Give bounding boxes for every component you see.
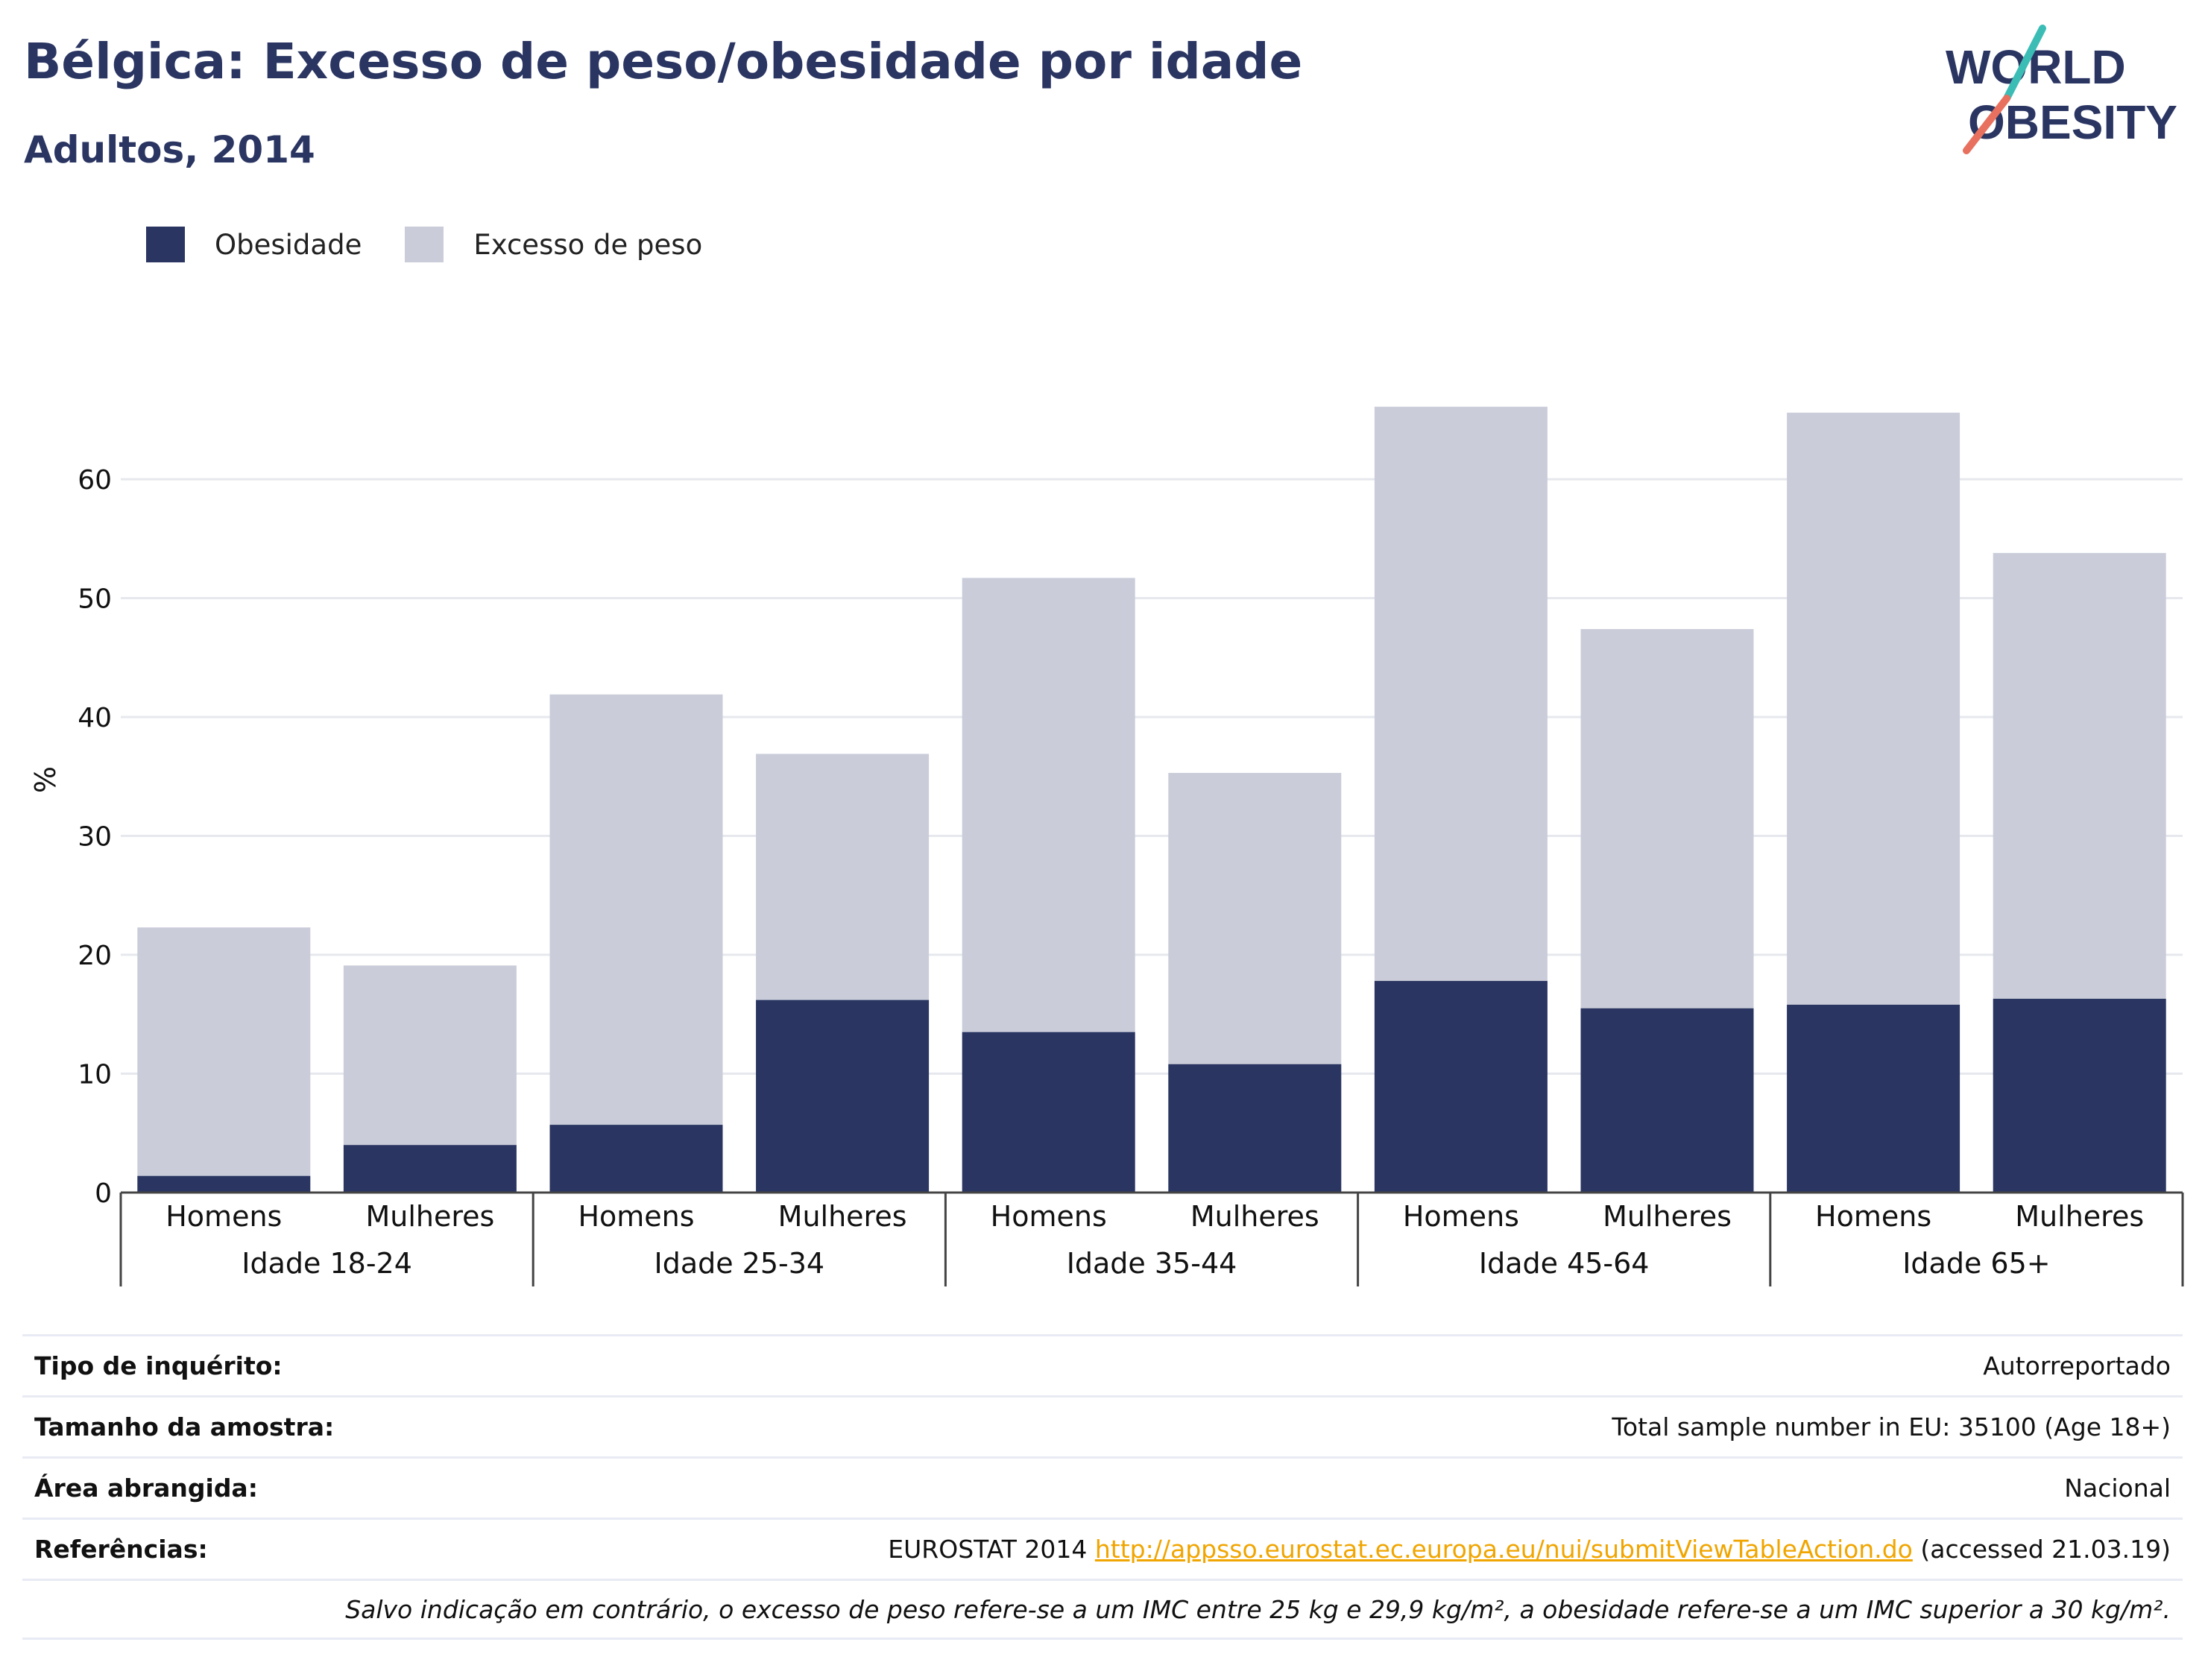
bar-obesity: [962, 1032, 1135, 1193]
y-tick-label: 50: [78, 584, 112, 615]
x-tick-label: Mulheres: [365, 1200, 494, 1233]
bar-obesity: [756, 1000, 930, 1193]
legend-swatch-obesity: [146, 227, 185, 262]
info-row-sample-size: Tamanho da amostra: Total sample number …: [22, 1395, 2183, 1456]
x-tick-label: Homens: [991, 1200, 1107, 1233]
info-value: Autorreportado: [1983, 1351, 2171, 1380]
page-subtitle: Adultos, 2014: [24, 128, 315, 171]
bar-obesity: [137, 1175, 311, 1193]
y-tick-label: 40: [78, 703, 112, 733]
bar-overweight: [1168, 772, 1342, 1064]
page-title: Bélgica: Excesso de peso/obesidade por i…: [24, 33, 1303, 90]
info-value-references: EUROSTAT 2014 http://appsso.eurostat.ec.…: [888, 1535, 2171, 1564]
x-tick-label: Homens: [1403, 1200, 1519, 1233]
info-value: Nacional: [2064, 1474, 2171, 1503]
y-tick-label: 30: [78, 822, 112, 853]
bar-obesity: [1374, 981, 1548, 1193]
bar-overweight: [343, 965, 517, 1146]
info-table: Tipo de inquérito: Autorreportado Tamanh…: [22, 1334, 2183, 1640]
group-label: Idade 45-64: [1479, 1247, 1650, 1280]
x-tick-label: Homens: [1815, 1200, 1931, 1233]
reference-link[interactable]: http://appsso.eurostat.ec.europa.eu/nui/…: [1094, 1535, 1913, 1564]
info-row-references: Referências: EUROSTAT 2014 http://appsso…: [22, 1518, 2183, 1579]
bar-obesity: [1580, 1008, 1754, 1193]
bar-overweight: [1374, 406, 1548, 982]
info-row-note: Salvo indicação em contrário, o excesso …: [22, 1579, 2183, 1640]
bar-overweight: [549, 694, 723, 1125]
legend-item-overweight[interactable]: Excesso de peso: [405, 227, 702, 262]
logo-slash-teal: [2003, 25, 2046, 102]
x-tick-label: Mulheres: [2015, 1200, 2144, 1233]
y-tick-label: 20: [78, 941, 112, 971]
x-tick-label: Mulheres: [1190, 1200, 1319, 1233]
bar-overweight: [756, 754, 930, 1000]
stacked-bar-chart: 0 10 20 30 40 50 60% Homens Mulheres Homens Mulher…: [29, 406, 2184, 1286]
chart-legend: Obesidade Excesso de peso: [146, 222, 745, 267]
info-value: Total sample number in EU: 35100 (Age 18…: [1612, 1412, 2171, 1441]
legend-item-obesity[interactable]: Obesidade: [146, 227, 362, 262]
y-tick-label: 0: [95, 1178, 112, 1209]
group-label: Idade 35-44: [1067, 1247, 1237, 1280]
bar-obesity: [1787, 1004, 1960, 1193]
bar-overweight: [137, 927, 311, 1176]
logo-slash-coral: [1963, 95, 2010, 154]
group-label: Idade 18-24: [242, 1247, 412, 1280]
y-tick-label: 10: [78, 1060, 112, 1090]
y-tick-label: 60: [78, 465, 112, 496]
reference-source: EUROSTAT 2014: [888, 1535, 1088, 1564]
legend-swatch-overweight: [405, 227, 444, 262]
bar-obesity: [1168, 1064, 1342, 1193]
info-key: Área abrangida:: [34, 1474, 258, 1503]
x-tick-label: Homens: [578, 1200, 694, 1233]
bar-obesity: [1993, 999, 2166, 1193]
info-key: Referências:: [34, 1535, 208, 1564]
bmi-note: Salvo indicação em contrário, o excesso …: [345, 1594, 2171, 1624]
bar-overweight: [1787, 412, 1960, 1005]
legend-label-overweight: Excesso de peso: [473, 228, 703, 261]
world-obesity-logo: WORLD OBESITY: [1946, 25, 2177, 154]
info-key: Tamanho da amostra:: [34, 1412, 335, 1441]
info-row-area: Área abrangida: Nacional: [22, 1456, 2183, 1518]
info-key: Tipo de inquérito:: [34, 1351, 283, 1380]
y-axis-label: %: [29, 766, 62, 793]
x-tick-label: Mulheres: [1603, 1200, 1732, 1233]
x-tick-label: Homens: [165, 1200, 282, 1233]
group-label: Idade 25-34: [654, 1247, 824, 1280]
reference-accessed: (accessed 21.03.19): [1920, 1535, 2171, 1564]
bar-overweight: [1993, 552, 2166, 1000]
group-label: Idade 65+: [1902, 1247, 2050, 1280]
bar-obesity: [549, 1125, 723, 1193]
info-row-survey-type: Tipo de inquérito: Autorreportado: [22, 1334, 2183, 1395]
bar-obesity: [343, 1145, 517, 1193]
x-tick-label: Mulheres: [778, 1200, 907, 1233]
bar-overweight: [1580, 628, 1754, 1008]
legend-label-obesity: Obesidade: [215, 228, 362, 261]
bar-overweight: [962, 578, 1135, 1032]
